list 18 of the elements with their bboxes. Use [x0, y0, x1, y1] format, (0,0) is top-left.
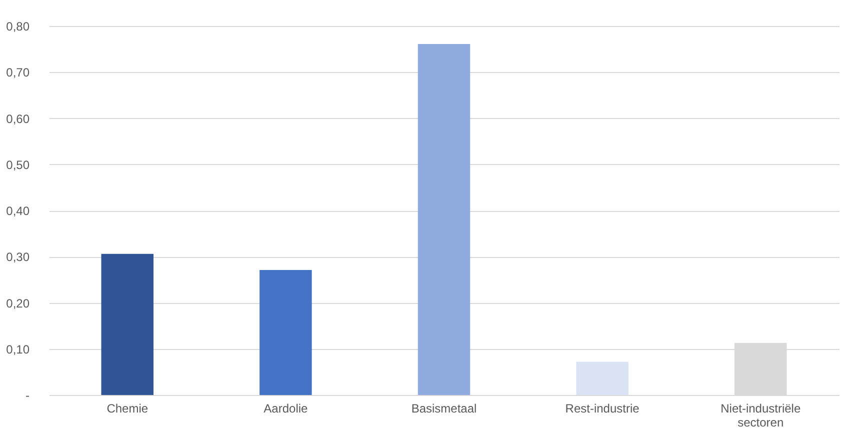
y-tick-label: 0,80 [6, 20, 30, 34]
bar [576, 362, 628, 395]
x-tick-label: Rest-industrie [565, 402, 640, 416]
bar [260, 270, 312, 395]
bar [101, 254, 154, 395]
y-tick-label: 0,70 [6, 66, 30, 80]
x-tick-label: Niet-industriële sectoren [720, 402, 801, 430]
y-tick-label: 0,10 [6, 342, 30, 356]
x-tick-label: Basismetaal [411, 402, 477, 416]
y-tick-label: - [26, 388, 30, 402]
y-tick-label: 0,40 [6, 204, 30, 218]
y-tick-label: 0,60 [6, 112, 30, 126]
y-tick-label: 0,20 [6, 296, 30, 310]
x-tick-label: Chemie [106, 402, 148, 416]
y-tick-label: 0,30 [6, 250, 30, 264]
bar [418, 44, 470, 395]
x-tick-label: Aardolie [264, 402, 308, 416]
y-tick-label: 0,50 [6, 158, 30, 172]
